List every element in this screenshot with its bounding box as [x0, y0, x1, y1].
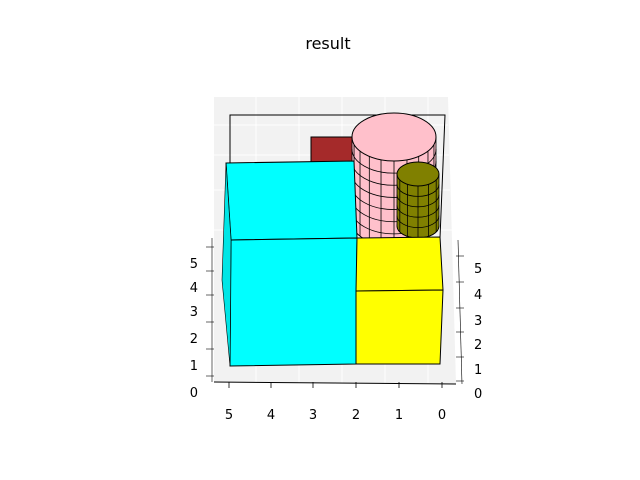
chart-title: result — [305, 34, 350, 53]
cyan-box-side — [221, 162, 232, 367]
y-left-tick-label: 1 — [190, 359, 198, 374]
x-tick-label: 1 — [395, 408, 403, 423]
y-left-tick-label: 2 — [190, 332, 198, 347]
x-axis-line — [213, 381, 457, 385]
x-tick-label: 0 — [438, 408, 446, 423]
y-axis-right-line — [457, 239, 463, 385]
y-left-tick-label: 3 — [190, 305, 198, 320]
x-tick-label: 3 — [309, 408, 317, 423]
x-tick-label: 4 — [267, 408, 275, 423]
cyan-box-lower — [229, 237, 358, 367]
y-right-tick-label: 3 — [474, 314, 482, 329]
y-right-tick-label: 4 — [474, 288, 482, 303]
x-tick-label: 5 — [225, 408, 233, 423]
cyan-box-upper — [225, 160, 358, 241]
y-right-tick-label: 1 — [474, 363, 482, 378]
yellow-box-lower — [355, 289, 444, 365]
y-left-tick-label: 0 — [190, 386, 198, 401]
y-right-tick-label: 5 — [474, 262, 482, 277]
y-left-tick-label: 5 — [190, 257, 198, 272]
brown-box — [310, 136, 356, 164]
yellow-box-upper — [355, 236, 444, 292]
y-right-tick-label: 2 — [474, 338, 482, 353]
x-tick-label: 2 — [352, 408, 360, 423]
y-left-tick-label: 4 — [190, 281, 198, 296]
olive-cylinder — [396, 161, 440, 239]
y-right-tick-label: 0 — [474, 387, 482, 402]
